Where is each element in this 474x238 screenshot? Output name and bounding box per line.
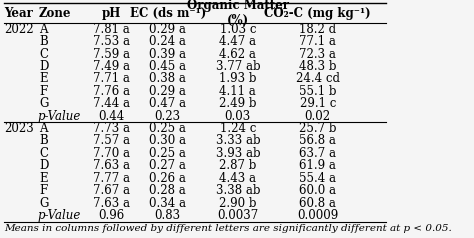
Text: 55.4 a: 55.4 a xyxy=(299,172,336,185)
Text: 0.44: 0.44 xyxy=(98,110,124,123)
Text: 0.96: 0.96 xyxy=(98,209,124,222)
Text: 29.1 c: 29.1 c xyxy=(300,97,336,110)
Text: 7.71 a: 7.71 a xyxy=(93,72,129,85)
Text: 7.76 a: 7.76 a xyxy=(92,85,129,98)
Text: D: D xyxy=(39,159,48,172)
Text: 7.63 a: 7.63 a xyxy=(92,159,129,172)
Text: 0.47 a: 0.47 a xyxy=(149,97,186,110)
Text: 7.53 a: 7.53 a xyxy=(92,35,129,48)
Text: 7.49 a: 7.49 a xyxy=(92,60,129,73)
Text: C: C xyxy=(39,147,48,160)
Text: 0.26 a: 0.26 a xyxy=(149,172,186,185)
Text: 1.24 c: 1.24 c xyxy=(219,122,256,135)
Text: 4.43 a: 4.43 a xyxy=(219,172,256,185)
Text: 1.03 c: 1.03 c xyxy=(219,23,256,36)
Text: C: C xyxy=(39,48,48,60)
Text: G: G xyxy=(39,197,48,210)
Text: F: F xyxy=(39,85,47,98)
Text: A: A xyxy=(39,23,47,36)
Text: 3.93 ab: 3.93 ab xyxy=(216,147,260,160)
Text: 72.3 a: 72.3 a xyxy=(300,48,336,60)
Text: 0.29 a: 0.29 a xyxy=(149,85,186,98)
Text: 24.4 cd: 24.4 cd xyxy=(296,72,340,85)
Text: 4.11 a: 4.11 a xyxy=(219,85,256,98)
Text: 0.45 a: 0.45 a xyxy=(149,60,186,73)
Text: 56.8 a: 56.8 a xyxy=(300,134,336,148)
Text: 0.29 a: 0.29 a xyxy=(149,23,186,36)
Text: 18.2 d: 18.2 d xyxy=(299,23,337,36)
Text: 4.62 a: 4.62 a xyxy=(219,48,256,60)
Text: 7.44 a: 7.44 a xyxy=(92,97,129,110)
Text: 0.39 a: 0.39 a xyxy=(149,48,186,60)
Text: 2.49 b: 2.49 b xyxy=(219,97,256,110)
Text: 0.34 a: 0.34 a xyxy=(149,197,186,210)
Text: 7.77 a: 7.77 a xyxy=(92,172,129,185)
Text: A: A xyxy=(39,122,47,135)
Text: 7.63 a: 7.63 a xyxy=(92,197,129,210)
Text: Organic Matter
(%): Organic Matter (%) xyxy=(187,0,289,27)
Text: 2022: 2022 xyxy=(4,23,34,36)
Text: 0.30 a: 0.30 a xyxy=(149,134,186,148)
Text: 0.83: 0.83 xyxy=(155,209,181,222)
Text: 0.38 a: 0.38 a xyxy=(149,72,186,85)
Text: 7.57 a: 7.57 a xyxy=(92,134,129,148)
Text: 0.23: 0.23 xyxy=(155,110,181,123)
Text: 3.33 ab: 3.33 ab xyxy=(216,134,260,148)
Text: 61.9 a: 61.9 a xyxy=(300,159,336,172)
Text: 0.24 a: 0.24 a xyxy=(149,35,186,48)
Text: 0.28 a: 0.28 a xyxy=(149,184,186,197)
Text: 1.93 b: 1.93 b xyxy=(219,72,256,85)
Text: Means in columns followed by different letters are significantly different at p : Means in columns followed by different l… xyxy=(4,224,452,233)
Text: 2.87 b: 2.87 b xyxy=(219,159,256,172)
Text: 25.7 b: 25.7 b xyxy=(299,122,337,135)
Text: 55.1 b: 55.1 b xyxy=(299,85,337,98)
Text: 60.0 a: 60.0 a xyxy=(299,184,336,197)
Text: 3.38 ab: 3.38 ab xyxy=(216,184,260,197)
Text: F: F xyxy=(39,184,47,197)
Text: G: G xyxy=(39,97,48,110)
Text: p-Value: p-Value xyxy=(37,209,81,222)
Text: D: D xyxy=(39,60,48,73)
Text: 7.81 a: 7.81 a xyxy=(93,23,129,36)
Text: B: B xyxy=(39,134,48,148)
Text: Zone: Zone xyxy=(39,7,72,20)
Text: 63.7 a: 63.7 a xyxy=(299,147,336,160)
Text: 0.0037: 0.0037 xyxy=(217,209,258,222)
Text: Year: Year xyxy=(4,7,33,20)
Text: 48.3 b: 48.3 b xyxy=(299,60,337,73)
Text: p-Value: p-Value xyxy=(37,110,81,123)
Text: 2023: 2023 xyxy=(4,122,34,135)
Text: 7.70 a: 7.70 a xyxy=(92,147,129,160)
Text: 7.59 a: 7.59 a xyxy=(92,48,129,60)
Text: 0.25 a: 0.25 a xyxy=(149,122,186,135)
Text: E: E xyxy=(39,172,47,185)
Text: 7.67 a: 7.67 a xyxy=(92,184,129,197)
Text: 4.47 a: 4.47 a xyxy=(219,35,256,48)
Text: 0.0009: 0.0009 xyxy=(297,209,338,222)
Text: 0.25 a: 0.25 a xyxy=(149,147,186,160)
Text: 0.03: 0.03 xyxy=(225,110,251,123)
Text: 2.90 b: 2.90 b xyxy=(219,197,256,210)
Text: 77.1 a: 77.1 a xyxy=(300,35,336,48)
Text: E: E xyxy=(39,72,47,85)
Text: 7.73 a: 7.73 a xyxy=(92,122,129,135)
Text: CO₂-C (mg kg⁻¹): CO₂-C (mg kg⁻¹) xyxy=(264,7,371,20)
Text: 3.77 ab: 3.77 ab xyxy=(216,60,260,73)
Text: 0.27 a: 0.27 a xyxy=(149,159,186,172)
Text: pH: pH xyxy=(101,7,121,20)
Text: EC (ds m⁻¹): EC (ds m⁻¹) xyxy=(129,7,206,20)
Text: B: B xyxy=(39,35,48,48)
Text: 60.8 a: 60.8 a xyxy=(300,197,336,210)
Text: 0.02: 0.02 xyxy=(305,110,331,123)
